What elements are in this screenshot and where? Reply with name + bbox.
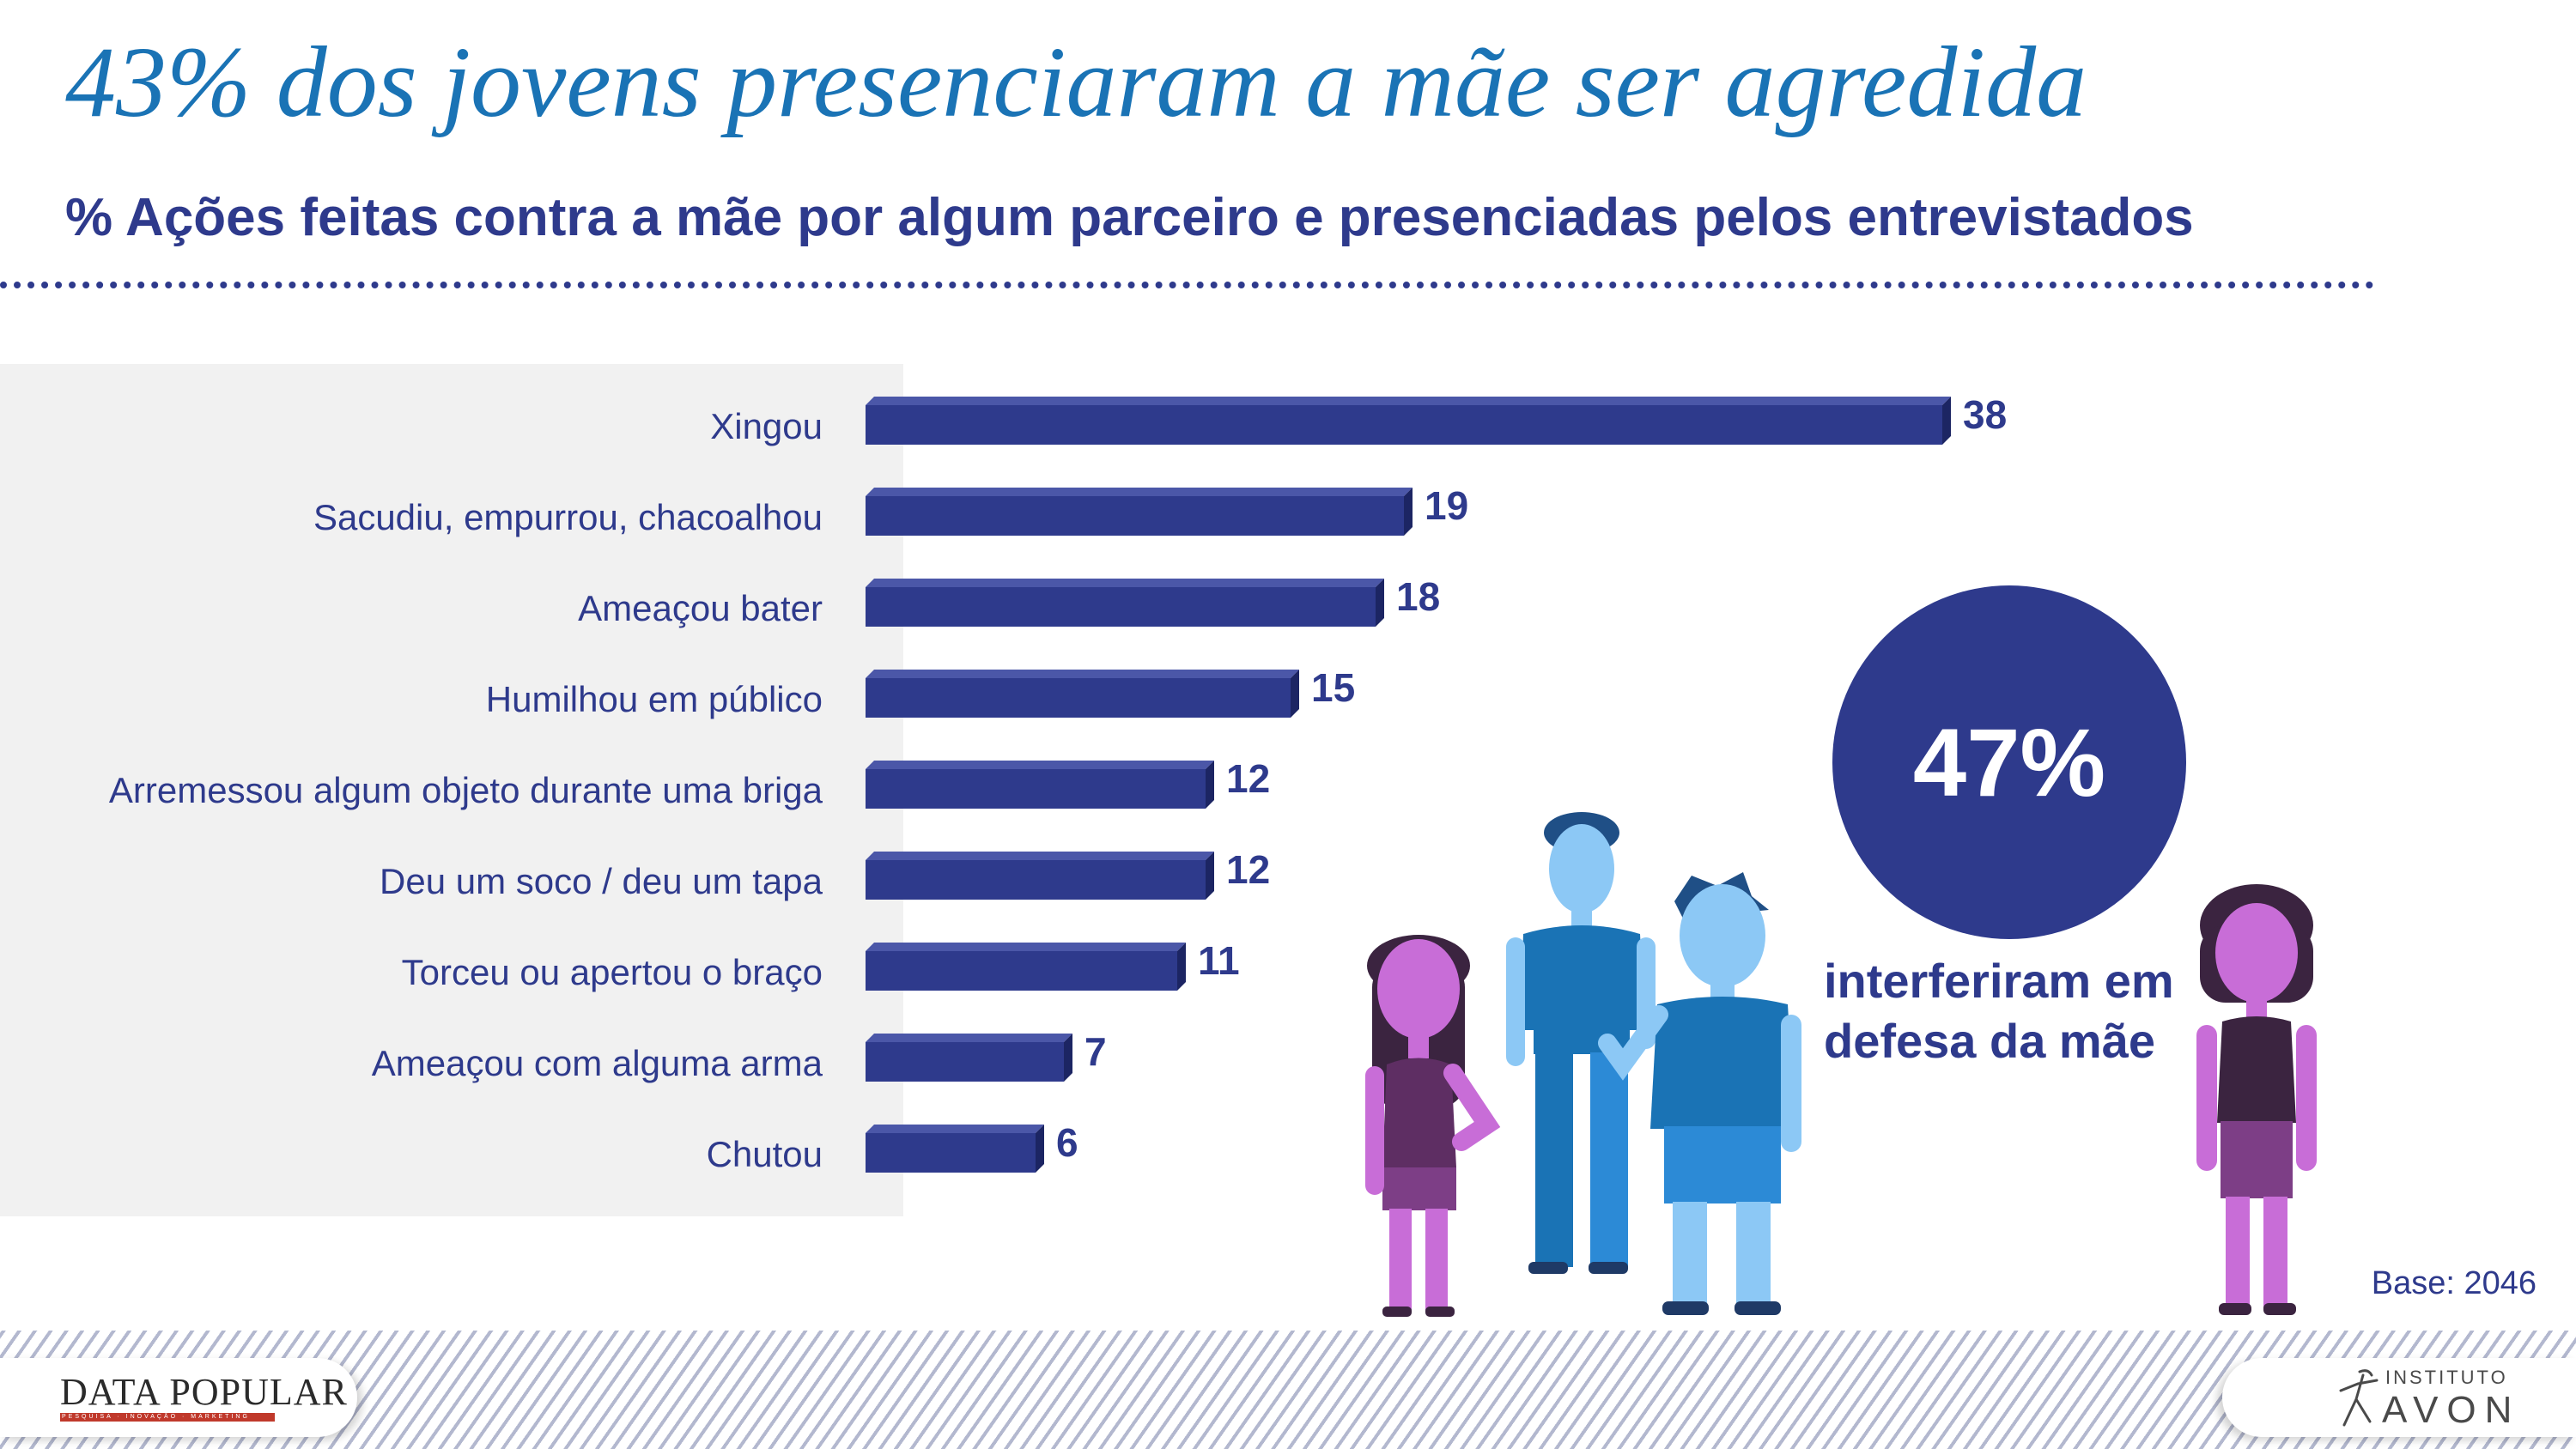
data-popular-tagline: PESQUISA · INOVAÇÃO · MARKETING — [62, 1414, 250, 1420]
value-label: 7 — [1084, 1029, 1107, 1074]
bar-row: Chutou 6 — [707, 1120, 1078, 1174]
bar-top-face — [866, 761, 1214, 769]
bar-side-face — [1376, 579, 1384, 627]
category-label: Ameaçou bater — [578, 588, 823, 628]
bar-row: Deu um soco / deu um tapa 12 — [380, 847, 1270, 901]
bar-row: Arremessou algum objeto durante uma brig… — [109, 756, 1270, 810]
category-label: Ameaçou com alguma arma — [372, 1043, 823, 1083]
bar — [866, 678, 1291, 718]
callout-text: interferiram em defesa da mãe — [1824, 954, 2174, 1068]
avon-name-text: AVON — [2382, 1389, 2521, 1431]
bar-top-face — [866, 943, 1186, 951]
value-label: 19 — [1425, 483, 1468, 528]
bar-top-face — [866, 1125, 1044, 1133]
bar-row: Torceu ou apertou o braço 11 — [402, 938, 1240, 992]
boy-figure-front-icon — [1598, 872, 1801, 1315]
value-label: 18 — [1396, 574, 1440, 619]
avon-dancer-icon — [2339, 1369, 2379, 1427]
bar-top-face — [866, 397, 1951, 405]
bar — [866, 1133, 1036, 1173]
bar-side-face — [1177, 943, 1186, 991]
girl-figure-right-icon — [2196, 884, 2317, 1315]
bar-row: Xingou 38 — [710, 392, 2007, 446]
dotted-divider — [0, 282, 2374, 288]
bar-top-face — [866, 670, 1299, 678]
bar-side-face — [1036, 1125, 1044, 1173]
category-label: Arremessou algum objeto durante uma brig… — [109, 770, 823, 810]
avon-instituto-text: INSTITUTO — [2385, 1367, 2508, 1388]
girl-figure-left-icon — [1365, 935, 1501, 1317]
data-popular-name: DATA POPULAR — [60, 1371, 348, 1413]
bar-top-face — [866, 488, 1413, 496]
bar-top-face — [866, 852, 1214, 860]
bar-row: Humilhou em público 15 — [486, 665, 1355, 719]
bar-side-face — [1291, 670, 1299, 718]
value-label: 12 — [1226, 756, 1270, 801]
bar-row: Ameaçou bater 18 — [578, 574, 1440, 628]
data-popular-bar — [60, 1413, 275, 1422]
bar-side-face — [1942, 397, 1951, 445]
bar-side-face — [1404, 488, 1413, 536]
boy-figure-middle-icon — [1506, 812, 1656, 1274]
bar-top-face — [866, 579, 1384, 587]
page-title: 43% dos jovens presenciaram a mãe ser ag… — [65, 26, 2087, 138]
bar-chart: Xingou 38 Sacudiu, empurrou, chacoalhou 19 A… — [109, 392, 2007, 1174]
category-label: Torceu ou apertou o braço — [402, 952, 823, 992]
bar — [866, 496, 1404, 536]
people-illustration-icon — [1365, 812, 1801, 1317]
bar — [866, 860, 1206, 900]
value-label: 6 — [1056, 1120, 1078, 1165]
labels-panel — [0, 364, 903, 1216]
value-label: 15 — [1311, 665, 1355, 710]
bar — [866, 769, 1206, 809]
bar — [866, 951, 1177, 991]
bar-side-face — [1206, 761, 1214, 809]
category-label: Sacudiu, empurrou, chacoalhou — [313, 497, 823, 537]
category-label: Xingou — [710, 406, 823, 446]
category-label: Humilhou em público — [486, 679, 823, 719]
value-label: 12 — [1226, 847, 1270, 892]
callout-circle: 47% — [1832, 585, 2186, 939]
category-label: Deu um soco / deu um tapa — [380, 861, 823, 901]
footer-stripes — [0, 1331, 2576, 1449]
bar-row: Ameaçou com alguma arma 7 — [372, 1029, 1107, 1083]
value-label: 11 — [1198, 938, 1240, 983]
bar — [866, 405, 1942, 445]
bar-top-face — [866, 1034, 1072, 1042]
bar-side-face — [1206, 852, 1214, 900]
instituto-avon-logo: INSTITUTO AVON — [2222, 1358, 2576, 1437]
data-popular-logo: DATA POPULAR PESQUISA · INOVAÇÃO · MARKE… — [0, 1358, 357, 1437]
bar — [866, 1042, 1064, 1082]
chart-subtitle: % Ações feitas contra a mãe por algum pa… — [65, 188, 2194, 247]
bar-row: Sacudiu, empurrou, chacoalhou 19 — [313, 483, 1468, 537]
bar-side-face — [1064, 1034, 1072, 1082]
category-label: Chutou — [707, 1134, 823, 1174]
callout-percent: 47% — [1912, 708, 2106, 816]
value-label: 38 — [1963, 392, 2007, 437]
bar — [866, 587, 1376, 627]
base-note: Base: 2046 — [2371, 1265, 2537, 1301]
